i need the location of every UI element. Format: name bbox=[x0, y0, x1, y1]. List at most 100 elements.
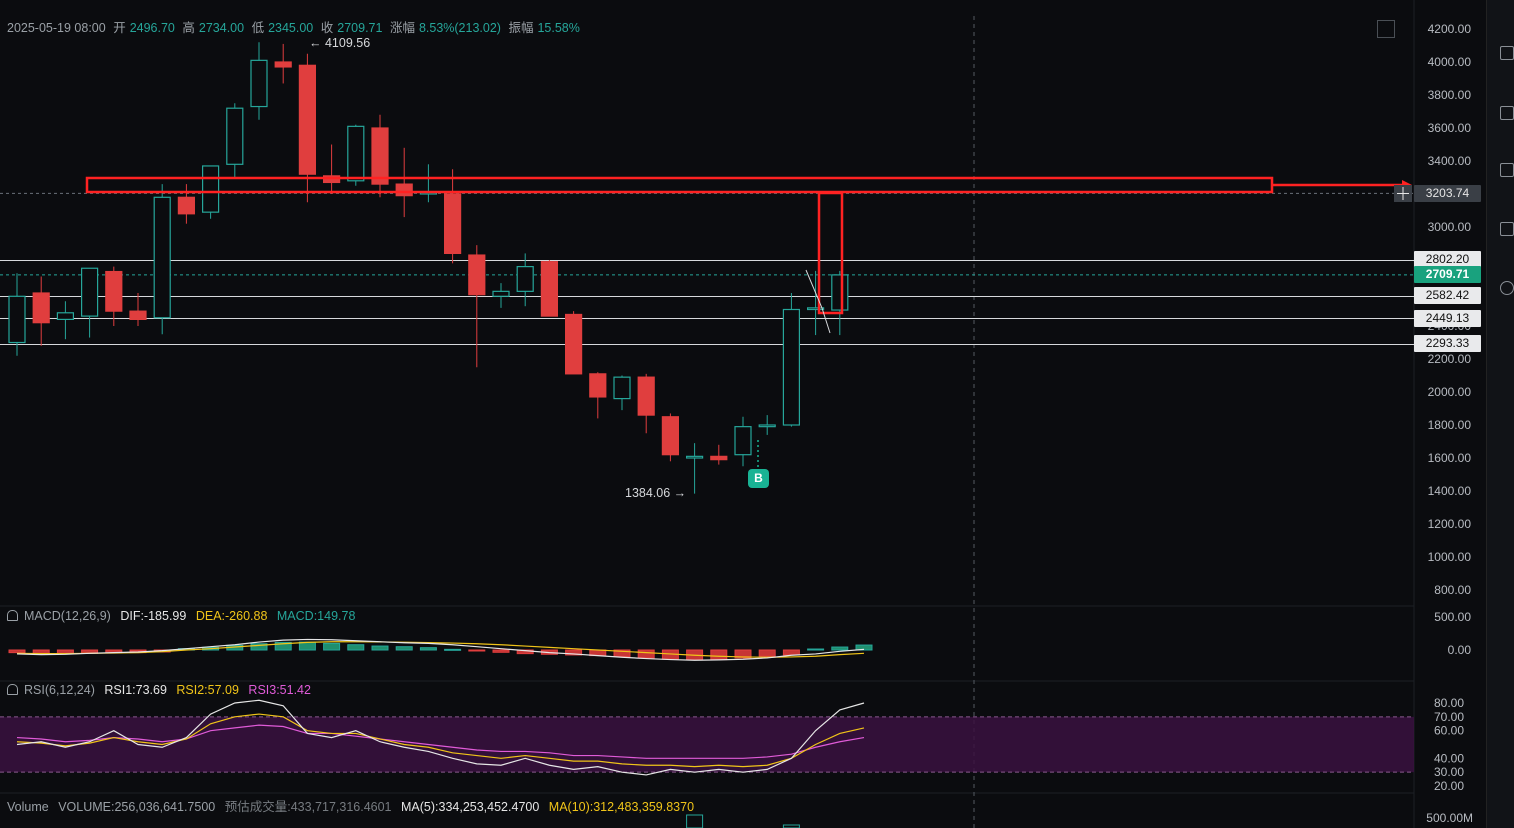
price-axis-tick: 3800.00 bbox=[1428, 88, 1472, 102]
price-axis-tick: 1600.00 bbox=[1428, 451, 1472, 465]
buy-signal-marker[interactable]: B bbox=[748, 469, 769, 488]
layout-icon[interactable] bbox=[1500, 222, 1514, 236]
right-toolbar bbox=[1486, 0, 1514, 828]
volume-bar bbox=[782, 824, 800, 828]
macd-bar-positive bbox=[855, 644, 873, 651]
candle-up bbox=[226, 107, 244, 165]
rsi-axis-tick: 80.00 bbox=[1434, 696, 1464, 710]
rsi-axis-tick: 60.00 bbox=[1434, 724, 1464, 738]
close-label: 收 bbox=[320, 21, 334, 35]
candle-down bbox=[105, 270, 123, 312]
candle-up bbox=[831, 274, 849, 311]
open-value: 2496.70 bbox=[129, 21, 175, 35]
macd-bar-positive bbox=[419, 647, 437, 651]
candle-up bbox=[782, 308, 801, 426]
chart-type-icon[interactable] bbox=[1500, 163, 1514, 177]
candle-down bbox=[298, 64, 316, 175]
macd-bar-negative bbox=[734, 649, 752, 659]
candle-up bbox=[250, 59, 268, 108]
candle-up bbox=[492, 290, 510, 297]
macd-bar-negative bbox=[565, 649, 583, 656]
drawn-sketch-line bbox=[805, 269, 831, 334]
macd-bar-negative bbox=[8, 649, 26, 654]
candle-down bbox=[637, 376, 655, 416]
fullscreen-icon[interactable] bbox=[1377, 20, 1395, 38]
cursor-price-tag: 3203.74 bbox=[1414, 185, 1481, 202]
candle-down bbox=[710, 455, 728, 461]
rsi-band bbox=[0, 716, 1414, 773]
macd-dif-line bbox=[16, 638, 865, 661]
indicator-icon[interactable] bbox=[1500, 106, 1514, 120]
candle-date: 2025-05-19 08:00 bbox=[7, 21, 106, 35]
volume-bar bbox=[686, 814, 704, 828]
macd-bar-positive bbox=[347, 644, 365, 651]
price-axis-tick: 4000.00 bbox=[1428, 55, 1472, 69]
price-axis-tick: 4200.00 bbox=[1428, 22, 1472, 36]
price-axis-tick: 1200.00 bbox=[1428, 517, 1472, 531]
macd-bar-negative bbox=[637, 649, 655, 659]
order-icon[interactable] bbox=[1500, 281, 1514, 295]
volume-legend: Volume VOLUME:256,036,641.7500 预估成交量:433… bbox=[7, 796, 700, 815]
macd-axis-tick: 500.00 bbox=[1434, 610, 1471, 624]
candle-down bbox=[274, 61, 292, 68]
high-label: 高 bbox=[182, 21, 195, 35]
candle-up bbox=[202, 165, 220, 213]
macd-label: MACD(12,26,9) bbox=[24, 609, 111, 623]
price-axis-tick: 2000.00 bbox=[1428, 385, 1472, 399]
macd-bar-negative bbox=[758, 649, 776, 657]
alert-bell-icon[interactable] bbox=[7, 610, 18, 621]
candle-up bbox=[347, 125, 365, 182]
settings-icon[interactable] bbox=[1500, 46, 1514, 60]
macd-legend: MACD(12,26,9) DIF:-185.99 DEA:-260.88 MA… bbox=[7, 609, 361, 623]
ohlc-info-bar: 2025-05-19 08:00 开 2496.70 高 2734.00 低 2345… bbox=[7, 17, 584, 36]
macd-bar-negative bbox=[492, 649, 510, 653]
volume-ma5: MA(5):334,253,452.4700 bbox=[401, 800, 540, 814]
candle-down bbox=[564, 313, 583, 375]
candle-up bbox=[153, 196, 171, 319]
volume-axis-tick: 500.00M bbox=[1426, 811, 1473, 825]
candle-down bbox=[589, 373, 607, 398]
macd-bar-negative bbox=[468, 649, 486, 652]
price-axis-tick: 2200.00 bbox=[1428, 352, 1472, 366]
candle-down bbox=[540, 261, 559, 317]
low-value: 2345.00 bbox=[268, 21, 314, 35]
macd-bar-positive bbox=[395, 646, 413, 651]
high-price-marker: ← 4109.56 bbox=[309, 36, 371, 50]
macd-bar-negative bbox=[613, 649, 631, 658]
rsi-axis-tick: 20.00 bbox=[1434, 779, 1464, 793]
macd-dea: DEA:-260.88 bbox=[195, 609, 268, 623]
macd-bar-positive bbox=[831, 646, 849, 651]
highlight-box-resistance bbox=[85, 176, 1274, 194]
volume-ma10: MA(10):312,483,359.8370 bbox=[548, 800, 695, 814]
open-label: 开 bbox=[113, 21, 126, 35]
candle-down bbox=[371, 127, 389, 185]
alert-bell-icon[interactable] bbox=[7, 684, 18, 695]
amplitude-label: 振幅 bbox=[508, 21, 534, 35]
close-value: 2709.71 bbox=[337, 21, 383, 35]
macd-axis-tick: 0.00 bbox=[1448, 643, 1472, 657]
highlight-box-candle bbox=[817, 191, 844, 315]
estimated-volume: 预估成交量:433,717,316.4601 bbox=[224, 800, 392, 814]
price-axis-tick: 3600.00 bbox=[1428, 121, 1472, 135]
rsi-axis-tick: 40.00 bbox=[1434, 751, 1464, 765]
volume-value: VOLUME:256,036,641.7500 bbox=[58, 800, 216, 814]
current-price-tag: 2709.71 bbox=[1414, 266, 1481, 283]
high-value: 2734.00 bbox=[198, 21, 245, 35]
macd-bar-negative bbox=[782, 649, 800, 656]
macd-bar-positive bbox=[371, 645, 389, 651]
level-tag-1: 2802.20 bbox=[1414, 251, 1481, 268]
macd-dea-line bbox=[16, 641, 865, 658]
macd-bar-positive bbox=[250, 643, 268, 651]
macd-bar-positive bbox=[274, 641, 292, 651]
low-price-marker: 1384.06 → bbox=[625, 486, 687, 500]
change-value: 8.53%(213.02) bbox=[418, 21, 501, 35]
volume-label: Volume bbox=[7, 800, 49, 814]
macd-bar-positive bbox=[807, 648, 825, 651]
change-label: 涨幅 bbox=[389, 21, 415, 35]
macd-bar-negative bbox=[710, 649, 728, 661]
rsi-axis-tick: 70.00 bbox=[1434, 710, 1464, 724]
amplitude-value: 15.58% bbox=[537, 21, 580, 35]
macd-dif: DIF:-185.99 bbox=[120, 609, 187, 623]
